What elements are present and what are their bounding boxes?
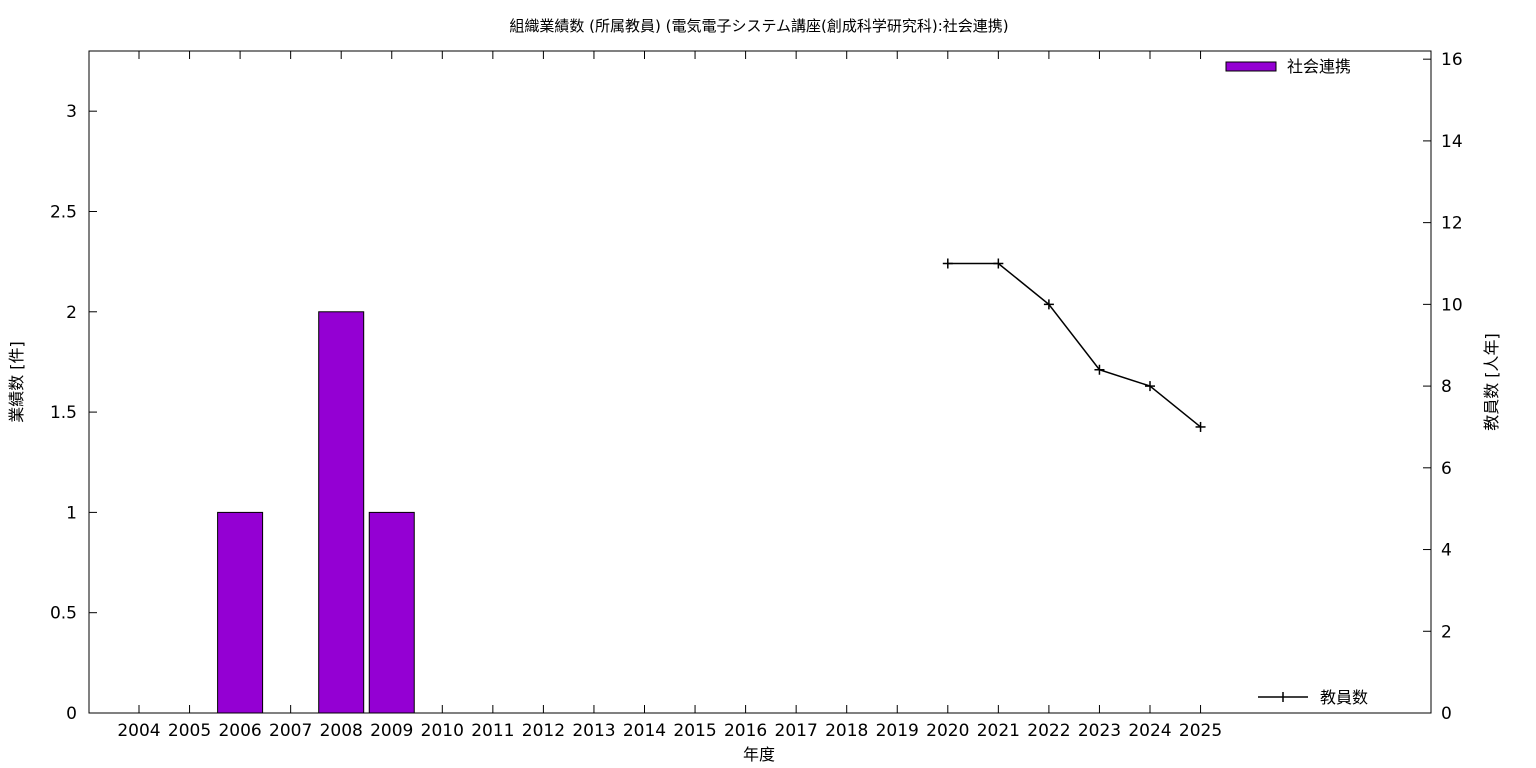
x-tick-label: 2014 xyxy=(623,721,666,741)
y-axis-label: 業績数 [件] xyxy=(7,341,26,423)
y2-tick-label: 16 xyxy=(1441,50,1463,70)
y-tick-label: 1.5 xyxy=(50,403,77,423)
x-tick-label: 2019 xyxy=(876,721,919,741)
x-tick-label: 2023 xyxy=(1078,721,1121,741)
y-tick-label: 3 xyxy=(66,102,77,122)
y-tick-label: 2.5 xyxy=(50,202,77,222)
bar xyxy=(217,511,264,714)
y-tick-label: 0 xyxy=(66,704,77,724)
series-line xyxy=(947,262,1202,428)
y-tick-label: 1 xyxy=(66,503,77,523)
line-point xyxy=(1195,421,1206,432)
x-tick-label: 2025 xyxy=(1179,721,1222,741)
bars-layer xyxy=(217,311,415,714)
legend-bar-label: 社会連携 xyxy=(1287,57,1351,76)
x-tick-label: 2018 xyxy=(825,721,868,741)
x-tick-label: 2009 xyxy=(370,721,413,741)
x-tick-label: 2013 xyxy=(572,721,615,741)
y-tick-label: 0.5 xyxy=(50,604,77,624)
y2-axis-label: 教員数 [人年] xyxy=(1482,333,1501,431)
x-tick-label: 2022 xyxy=(1027,721,1070,741)
x-tick-label: 2005 xyxy=(168,721,211,741)
y2-tick-label: 10 xyxy=(1441,295,1463,315)
x-tick-label: 2004 xyxy=(117,721,160,741)
bar xyxy=(318,311,365,714)
y2-tick-label: 12 xyxy=(1441,214,1463,234)
x-tick-label: 2021 xyxy=(977,721,1020,741)
y2-tick-label: 8 xyxy=(1441,377,1452,397)
legend-line: 教員数 xyxy=(1258,688,1368,707)
chart-title: 組織業績数 (所属教員) (電気電子システム講座(創成科学研究科):社会連携) xyxy=(509,17,1008,35)
bar xyxy=(368,511,415,714)
line-point xyxy=(942,258,953,269)
x-tick-label: 2012 xyxy=(522,721,565,741)
legend-bar: 社会連携 xyxy=(1225,57,1351,76)
line-point xyxy=(1145,381,1155,392)
x-tick-label: 2016 xyxy=(724,721,767,741)
y-tick-label: 2 xyxy=(66,303,77,323)
x-axis-label: 年度 xyxy=(743,745,775,764)
x-tick-label: 2006 xyxy=(218,721,261,741)
y2-tick-label: 6 xyxy=(1441,459,1452,479)
legend-line-label: 教員数 xyxy=(1320,688,1368,707)
x-tick-label: 2020 xyxy=(926,721,969,741)
x-tick-label: 2010 xyxy=(421,721,464,741)
plot-area-frame xyxy=(88,50,1432,714)
x-tick-label: 2007 xyxy=(269,721,312,741)
y2-tick-label: 2 xyxy=(1441,622,1452,642)
ticks-layer: 0 0.5 1 1.5 2 2.5 3 0 2 4 6 8 10 12 14 16 2004 2005 2006 20… xyxy=(50,50,1463,741)
x-tick-label: 2011 xyxy=(471,721,514,741)
x-tick-label: 2008 xyxy=(320,721,363,741)
y2-tick-label: 0 xyxy=(1441,704,1452,724)
x-tick-label: 2015 xyxy=(673,721,716,741)
line-point xyxy=(1043,299,1054,310)
y2-tick-label: 4 xyxy=(1441,541,1452,561)
y2-tick-label: 14 xyxy=(1441,132,1463,152)
line-layer xyxy=(942,258,1206,432)
x-tick-label: 2017 xyxy=(775,721,818,741)
line-point xyxy=(993,258,1004,269)
legend-bar-swatch xyxy=(1225,61,1277,72)
line-point xyxy=(1094,364,1105,375)
x-tick-label: 2024 xyxy=(1128,721,1171,741)
